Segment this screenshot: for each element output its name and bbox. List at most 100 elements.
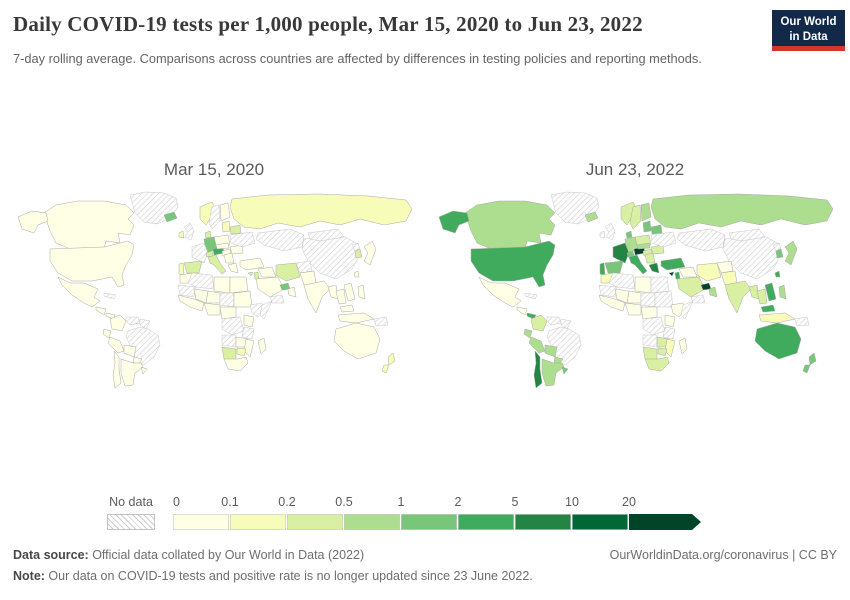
country-yemen[interactable] xyxy=(269,294,285,304)
country-thailand[interactable] xyxy=(335,288,347,305)
country-india[interactable] xyxy=(303,280,331,314)
country-denmark[interactable] xyxy=(625,230,633,239)
country-taiwan[interactable] xyxy=(774,270,781,278)
country-somalia[interactable] xyxy=(259,300,273,320)
country-south_africa[interactable] xyxy=(223,356,249,372)
country-italy[interactable] xyxy=(628,254,648,275)
footer-attribution-link[interactable]: OurWorldinData.org/coronavirus | CC BY xyxy=(609,548,837,562)
country-sudan[interactable] xyxy=(654,290,674,308)
country-bolivia[interactable] xyxy=(123,344,137,358)
country-somalia[interactable] xyxy=(680,300,694,320)
country-iran[interactable] xyxy=(696,262,722,282)
country-balkans[interactable] xyxy=(223,252,235,264)
country-argentina[interactable] xyxy=(541,358,565,387)
legend-segment-4[interactable] xyxy=(401,514,457,530)
country-niger[interactable] xyxy=(626,290,642,304)
country-zimbabwe[interactable] xyxy=(236,347,247,357)
legend-segment-7[interactable] xyxy=(572,514,628,530)
country-canada[interactable] xyxy=(43,200,135,250)
country-central_america[interactable] xyxy=(516,306,528,316)
country-indonesia[interactable] xyxy=(758,312,796,324)
country-colombia[interactable] xyxy=(109,314,127,332)
country-venezuela[interactable] xyxy=(125,316,141,326)
legend-segment-1[interactable] xyxy=(230,514,286,530)
world-map-2020[interactable] xyxy=(8,191,420,391)
country-mexico[interactable] xyxy=(478,276,522,308)
country-kenya[interactable] xyxy=(664,314,676,328)
country-mauritania[interactable] xyxy=(598,284,618,298)
country-china[interactable] xyxy=(722,232,782,280)
country-egypt[interactable] xyxy=(229,276,249,294)
country-usa[interactable] xyxy=(49,240,135,288)
no-data-swatch[interactable] xyxy=(107,514,155,530)
country-cuba[interactable] xyxy=(524,292,538,300)
country-baltics[interactable] xyxy=(221,220,231,233)
country-angola[interactable] xyxy=(642,334,658,348)
country-iceland[interactable] xyxy=(584,211,599,223)
country-alaska[interactable] xyxy=(17,210,49,234)
country-sweden[interactable] xyxy=(629,204,642,230)
country-angola[interactable] xyxy=(221,334,237,348)
country-australia[interactable] xyxy=(754,322,802,360)
country-ireland[interactable] xyxy=(178,230,185,239)
owid-logo[interactable]: Our World in Data xyxy=(772,10,845,51)
country-portugal[interactable] xyxy=(178,262,185,276)
country-malaysia[interactable] xyxy=(760,304,776,313)
country-mongolia[interactable] xyxy=(728,228,766,242)
country-madagascar[interactable] xyxy=(678,337,688,355)
country-ukraine[interactable] xyxy=(650,231,677,248)
legend-segment-2[interactable] xyxy=(287,514,343,530)
country-israel[interactable] xyxy=(674,271,681,280)
country-uk[interactable] xyxy=(604,222,616,241)
country-russia[interactable] xyxy=(229,193,413,230)
country-bolivia[interactable] xyxy=(544,344,558,358)
country-uk[interactable] xyxy=(183,222,195,241)
country-mexico[interactable] xyxy=(57,276,101,308)
country-colombia[interactable] xyxy=(530,314,548,332)
country-kenya[interactable] xyxy=(243,314,255,328)
country-canada[interactable] xyxy=(464,200,556,250)
country-skorea[interactable] xyxy=(354,248,363,259)
country-libya[interactable] xyxy=(213,276,231,294)
country-yemen[interactable] xyxy=(690,294,706,304)
country-new_zealand[interactable] xyxy=(802,352,817,374)
legend-segment-3[interactable] xyxy=(344,514,400,530)
country-egypt[interactable] xyxy=(650,276,670,294)
country-czech_slovakia[interactable] xyxy=(215,242,230,250)
country-philippines[interactable] xyxy=(357,284,366,300)
country-israel[interactable] xyxy=(253,271,260,280)
country-new_zealand[interactable] xyxy=(381,352,396,374)
country-niger[interactable] xyxy=(205,290,221,304)
country-france[interactable] xyxy=(612,242,630,264)
country-ecuador[interactable] xyxy=(102,328,112,339)
country-belarus[interactable] xyxy=(229,224,242,235)
country-argentina[interactable] xyxy=(120,358,144,387)
country-tanzania[interactable] xyxy=(662,326,676,340)
country-uruguay[interactable] xyxy=(561,366,569,375)
country-baltics[interactable] xyxy=(642,220,652,233)
country-drc[interactable] xyxy=(642,316,666,336)
country-portugal[interactable] xyxy=(599,262,606,276)
country-turkey[interactable] xyxy=(660,257,686,271)
country-alaska[interactable] xyxy=(438,210,470,234)
country-belarus[interactable] xyxy=(650,224,663,235)
country-india[interactable] xyxy=(724,280,752,314)
country-iceland[interactable] xyxy=(163,211,178,223)
country-australia[interactable] xyxy=(333,322,381,360)
country-oman[interactable] xyxy=(287,286,297,298)
country-libya[interactable] xyxy=(634,276,652,294)
world-map-2022[interactable] xyxy=(429,191,841,391)
country-malaysia[interactable] xyxy=(339,304,355,313)
country-iraq_syria[interactable] xyxy=(257,266,277,278)
country-iraq_syria[interactable] xyxy=(678,266,698,278)
country-west_africa[interactable] xyxy=(598,294,626,312)
country-finland[interactable] xyxy=(219,202,231,222)
country-chad[interactable] xyxy=(219,292,235,308)
country-peru[interactable] xyxy=(107,336,125,354)
country-ukraine[interactable] xyxy=(229,231,256,248)
country-france[interactable] xyxy=(191,242,209,264)
country-peru[interactable] xyxy=(528,336,546,354)
country-nigeria[interactable] xyxy=(203,302,221,316)
country-cameroon_car[interactable] xyxy=(640,306,658,320)
country-png[interactable] xyxy=(794,316,810,327)
